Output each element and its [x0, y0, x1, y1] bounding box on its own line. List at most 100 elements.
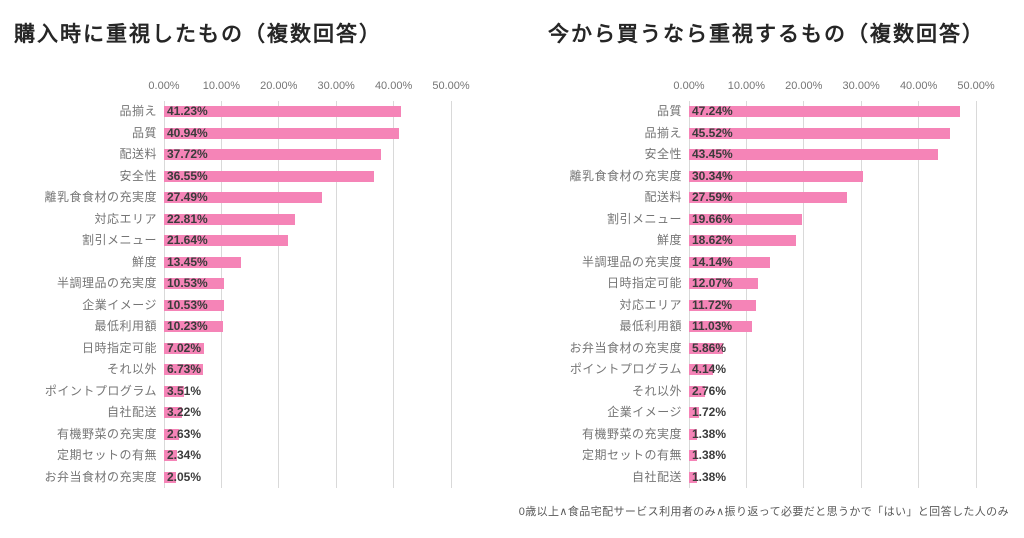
grid-line	[278, 101, 280, 488]
bar	[689, 213, 802, 225]
bar-value-label: 1.38%	[692, 426, 727, 441]
bar	[689, 106, 961, 118]
axis-tick-label: 50.00%	[957, 80, 995, 92]
category-label: 鮮度	[656, 233, 682, 247]
bar-value-label: 2.05%	[167, 469, 202, 484]
axis-tick-label: 20.00%	[785, 80, 823, 92]
chart-title: 購入時に重視したもの（複数回答）	[14, 23, 382, 46]
bar-value-label: 6.73%	[167, 362, 202, 376]
bar-value-label: 21.64%	[167, 233, 208, 247]
bar-value-label: 47.24%	[692, 104, 733, 118]
bar	[164, 364, 203, 376]
bar	[164, 450, 178, 462]
category-label: 日時指定可能	[81, 340, 157, 355]
bar-value-label: 19.66%	[692, 211, 733, 226]
category-label: 品揃え	[119, 104, 157, 118]
bar	[164, 149, 381, 161]
grid-line	[393, 101, 395, 488]
bar-value-label: 1.38%	[692, 448, 727, 462]
bar	[164, 213, 295, 225]
grid-line	[688, 101, 690, 488]
bar	[164, 428, 180, 440]
grid-line	[745, 101, 747, 488]
bar-value-label: 22.81%	[167, 211, 208, 226]
bar	[164, 256, 242, 268]
footnote: 0歳以上∧食品宅配サービス利用者のみ∧振り返って必要だと思うかで「はい」と回答し…	[518, 506, 1009, 518]
bar-value-label: 43.45%	[692, 147, 733, 161]
category-label: 安全性	[644, 147, 682, 161]
category-label: 定期セットの有無	[581, 448, 682, 462]
bar-value-label: 7.02%	[167, 340, 202, 355]
bar-value-label: 11.72%	[692, 297, 733, 312]
category-label: 最低利用額	[94, 319, 157, 333]
bar	[689, 170, 864, 182]
category-label: 半調理品の充実度	[56, 276, 157, 290]
category-label: 品質	[131, 125, 157, 140]
axis-tick-label: 10.00%	[727, 80, 766, 92]
plot-area: 47.24% 45.52% 43.45% 30.34% 27.59% 19.66% 18.6…	[688, 101, 977, 488]
category-label: ポイントプログラム	[44, 383, 157, 398]
bar	[164, 342, 205, 354]
category-label: 定期セットの有無	[56, 448, 157, 462]
chart-purchase-time: 購入時に重視したもの（複数回答） 0.00% 10.00% 20.00% 30.00%…	[14, 23, 470, 488]
chart-buy-now: 今から買うなら重視するもの（複数回答） 0.00% 10.00% 20.00% 30.…	[512, 0, 1024, 538]
bar	[164, 471, 176, 483]
bar	[689, 127, 951, 139]
axis-tick-label: 0.00%	[148, 80, 180, 92]
bar	[164, 192, 322, 204]
bar	[164, 278, 225, 290]
grid-line	[803, 101, 805, 488]
axis-tick-label: 30.00%	[317, 80, 355, 92]
category-label: それ以外	[106, 362, 157, 376]
category-label: ポイントプログラム	[569, 362, 682, 376]
category-label: 企業イメージ	[607, 405, 682, 419]
bar	[689, 450, 697, 462]
bar	[689, 364, 713, 376]
bar-value-label: 10.53%	[167, 297, 208, 312]
category-label: 半調理品の充実度	[581, 254, 682, 269]
bar	[689, 428, 697, 440]
axis-tick-label: 40.00%	[899, 80, 938, 92]
x-axis: 0.00% 10.00% 20.00% 30.00% 40.00% 50.00%	[673, 80, 994, 94]
category-label: 企業イメージ	[82, 297, 157, 312]
category-label: 品質	[656, 104, 682, 118]
bar	[164, 170, 374, 182]
category-label: 鮮度	[131, 254, 157, 269]
bar	[164, 127, 399, 139]
axis-tick-label: 30.00%	[842, 80, 880, 92]
category-label: 配送料	[119, 147, 157, 161]
bar	[689, 235, 796, 247]
grid-line	[450, 101, 452, 488]
category-label: 割引メニュー	[606, 211, 682, 226]
grid-line	[918, 101, 920, 488]
axis-tick-label: 10.00%	[202, 80, 241, 92]
grid-line	[220, 101, 222, 488]
x-axis: 0.00% 10.00% 20.00% 30.00% 40.00% 50.00%	[148, 80, 469, 94]
bar	[164, 385, 185, 397]
bar-value-label: 27.59%	[692, 190, 733, 204]
axis-tick-label: 0.00%	[673, 80, 705, 92]
bar-value-label: 10.53%	[167, 276, 208, 290]
bar-value-label: 11.03%	[692, 319, 733, 333]
bar-value-label: 40.94%	[167, 125, 208, 140]
category-label: お弁当食材の充実度	[569, 340, 682, 355]
category-label: 離乳食食材の充実度	[569, 168, 682, 183]
grid-line	[335, 101, 337, 488]
plot-area: 41.23% 40.94% 37.72% 36.55% 27.49% 22.81% 21.6…	[163, 101, 452, 488]
bar	[689, 256, 771, 268]
bar-value-label: 2.63%	[167, 426, 202, 441]
grid-line	[860, 101, 862, 488]
axis-tick-label: 20.00%	[260, 80, 298, 92]
category-label: 離乳食食材の充実度	[44, 190, 157, 204]
bar-value-label: 4.14%	[692, 362, 727, 376]
category-label: 割引メニュー	[81, 233, 157, 247]
category-label: それ以外	[631, 383, 682, 398]
grid-line	[975, 101, 977, 488]
category-label: 有機野菜の充実度	[581, 426, 682, 441]
bar-value-label: 37.72%	[167, 147, 208, 161]
bar-value-label: 5.86%	[692, 340, 727, 355]
bar-value-label: 2.76%	[692, 383, 727, 398]
bar-value-label: 27.49%	[167, 190, 208, 204]
bar	[164, 407, 183, 419]
